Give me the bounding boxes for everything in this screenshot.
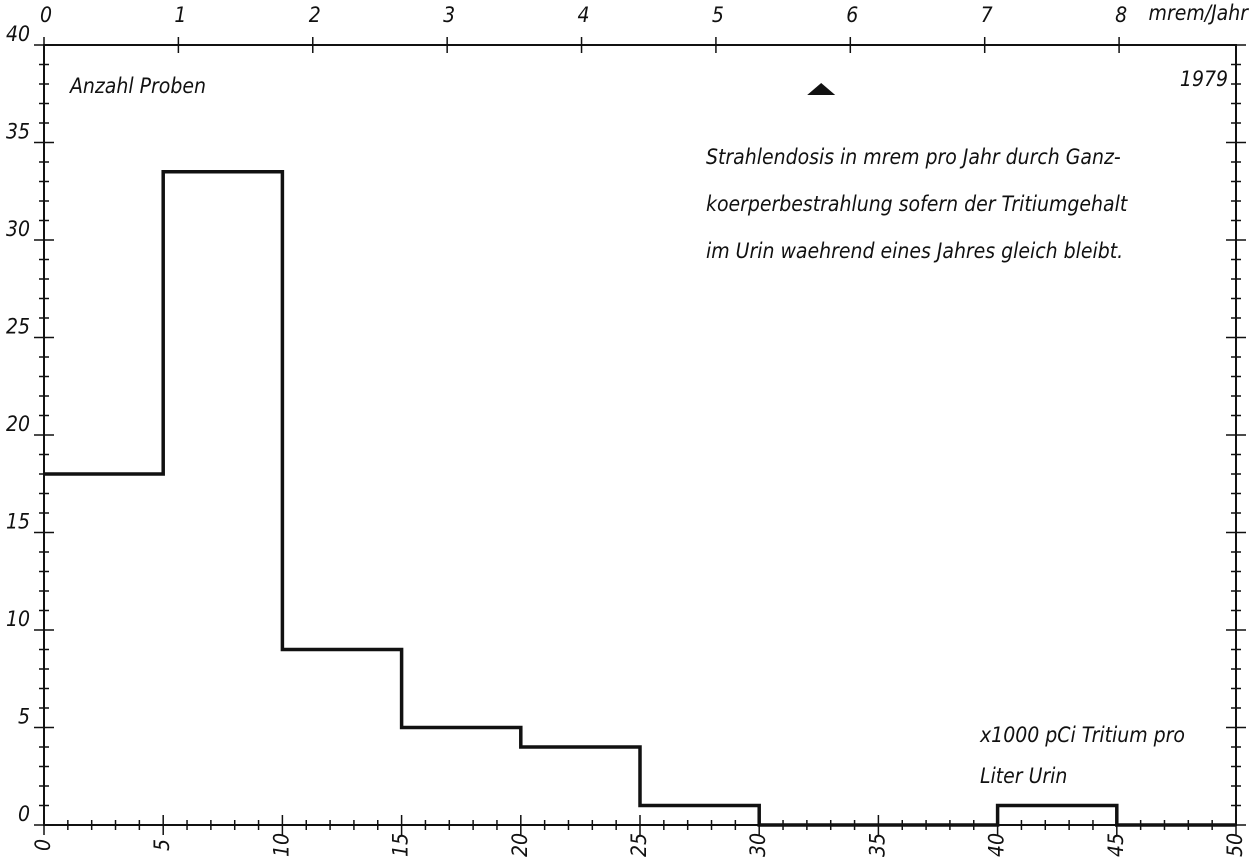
x2-tick-label: 3 bbox=[443, 3, 455, 27]
histogram-outline bbox=[44, 170, 1236, 827]
x-tick-label: 5 bbox=[150, 839, 174, 851]
x-tick-label: 0 bbox=[31, 839, 55, 851]
y-tick-label: 5 bbox=[18, 705, 30, 729]
x-tick-label: 45 bbox=[1104, 833, 1128, 857]
bar bbox=[282, 650, 401, 826]
x-tick-label: 25 bbox=[627, 833, 651, 857]
bar bbox=[998, 806, 1117, 826]
x2-tick-label: 5 bbox=[712, 3, 724, 27]
x2-axis-label: mrem/Jahr bbox=[1149, 1, 1250, 25]
bar bbox=[44, 474, 163, 825]
y-tick-label: 20 bbox=[6, 412, 30, 436]
annotation: im Urin waehrend eines Jahres gleich ble… bbox=[706, 239, 1123, 263]
y-tick-label: 25 bbox=[6, 315, 30, 339]
y-axis-label: Anzahl Proben bbox=[69, 74, 206, 98]
y-tick-label: 0 bbox=[18, 802, 30, 826]
y-tick-label: 10 bbox=[6, 607, 30, 631]
x2-tick-label: 1 bbox=[174, 3, 186, 27]
x-tick-label: 15 bbox=[389, 833, 413, 857]
bar bbox=[521, 747, 640, 825]
x2-tick-label: 8 bbox=[1115, 3, 1127, 27]
annotation: koerperbestrahlung sofern der Tritiumgeh… bbox=[706, 192, 1128, 216]
x-tick-label: 50 bbox=[1223, 833, 1247, 857]
x2-tick-label: 0 bbox=[40, 3, 52, 27]
x-tick-label: 10 bbox=[269, 833, 293, 857]
arrow-marker bbox=[807, 83, 836, 95]
y-tick-label: 30 bbox=[6, 217, 30, 241]
bar bbox=[163, 172, 282, 825]
x-tick-label: 40 bbox=[985, 833, 1009, 857]
y-tick-label: 35 bbox=[6, 120, 30, 144]
year-label: 1979 bbox=[1180, 67, 1228, 91]
y-tick-label: 40 bbox=[6, 22, 30, 46]
x-tick-label: 30 bbox=[746, 833, 770, 857]
bar bbox=[640, 806, 759, 826]
x2-tick-label: 6 bbox=[846, 3, 858, 27]
x-axis-label: Liter Urin bbox=[980, 764, 1067, 788]
annotation: Strahlendosis in mrem pro Jahr durch Gan… bbox=[706, 145, 1121, 169]
x-tick-label: 20 bbox=[508, 833, 532, 857]
x-axis-label: x1000 pCi Tritium pro bbox=[979, 723, 1185, 747]
x2-tick-label: 4 bbox=[578, 3, 590, 27]
bar bbox=[402, 728, 521, 826]
y-tick-label: 15 bbox=[6, 510, 30, 534]
x2-tick-label: 2 bbox=[309, 3, 321, 27]
x2-tick-label: 7 bbox=[981, 3, 993, 27]
x-tick-label: 35 bbox=[865, 833, 889, 857]
